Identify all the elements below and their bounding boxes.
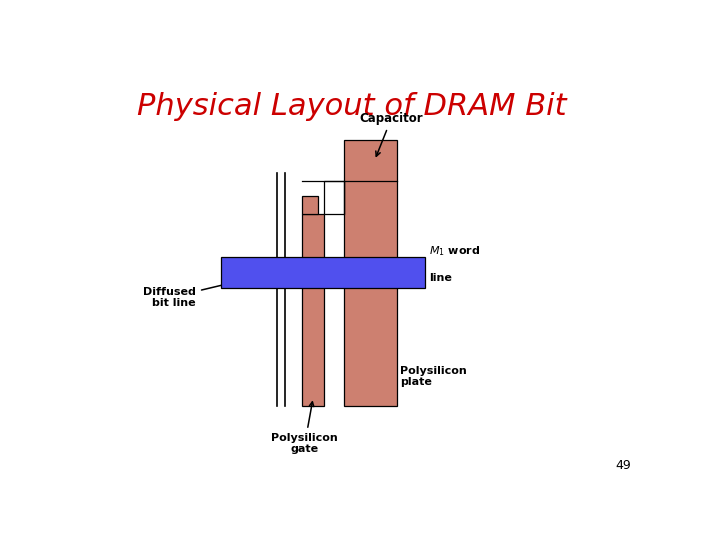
Text: line: line [429,273,452,283]
Text: Physical Layout of DRAM Bit: Physical Layout of DRAM Bit [138,92,567,121]
Bar [324,181,344,214]
Text: Polysilicon
gate: Polysilicon gate [271,402,338,454]
Bar [302,214,324,406]
Text: 49: 49 [616,460,631,472]
Bar [344,140,397,406]
Text: $M_1$ word: $M_1$ word [429,244,480,258]
Bar [302,196,318,214]
Text: Capacitor: Capacitor [359,112,423,156]
Bar [221,257,425,288]
Text: Polysilicon
plate: Polysilicon plate [400,366,467,388]
Text: Diffused
bit line: Diffused bit line [143,273,270,308]
